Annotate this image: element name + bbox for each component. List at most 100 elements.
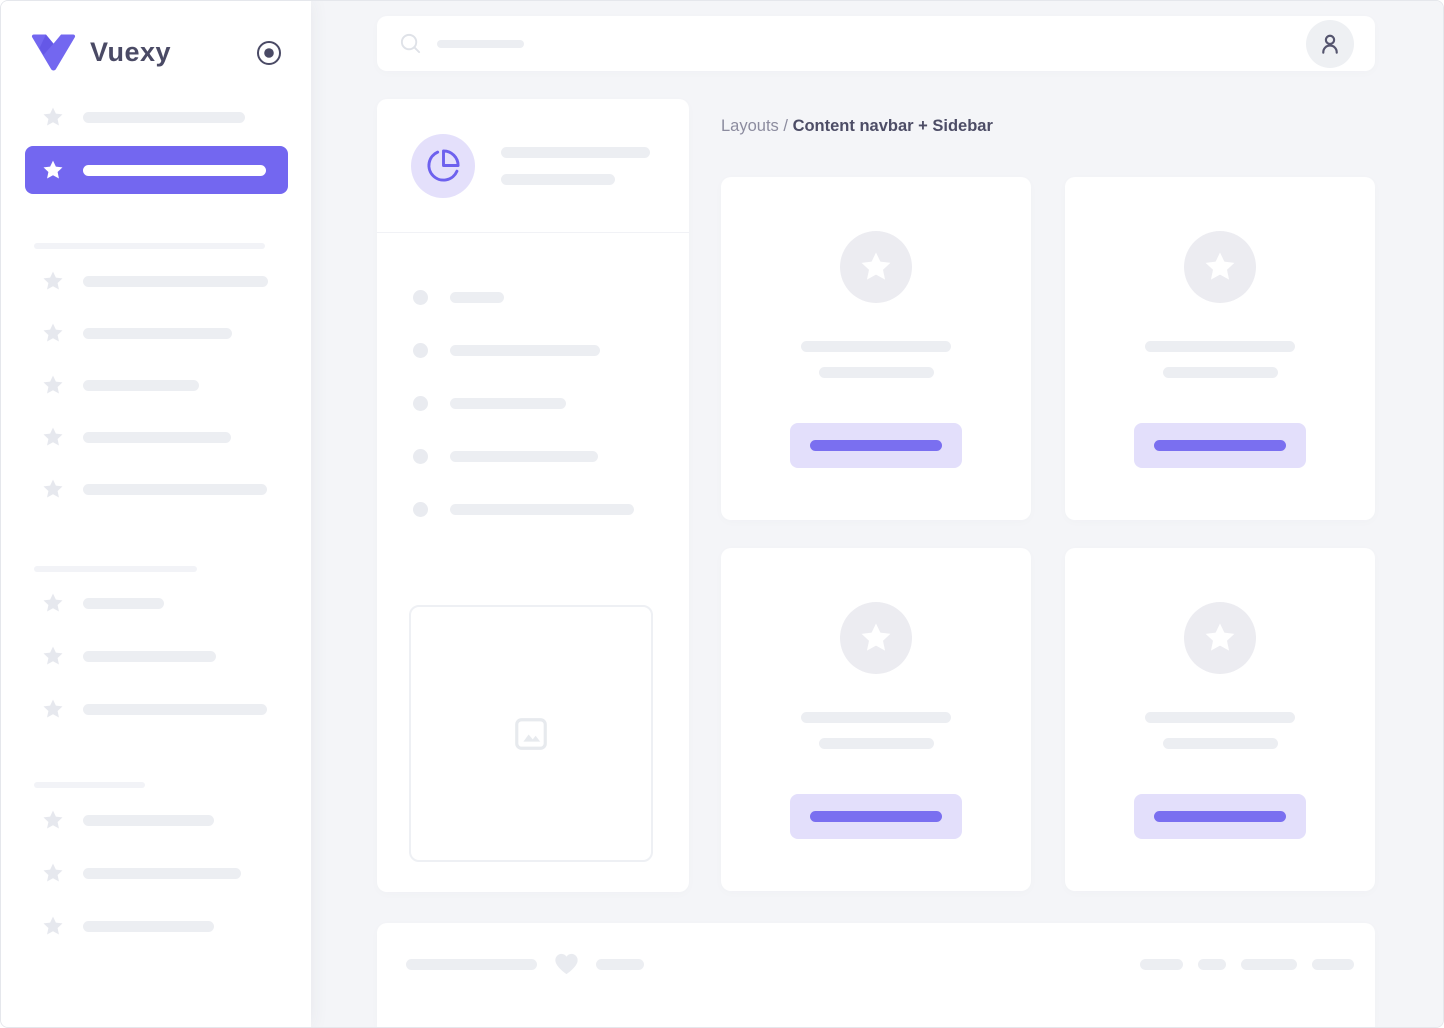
card-action-button[interactable] xyxy=(1134,794,1306,840)
star-icon xyxy=(43,107,63,125)
sidebar-item[interactable] xyxy=(41,477,311,501)
sidebar-item-label-skeleton xyxy=(83,379,199,391)
search-input-skeleton[interactable] xyxy=(437,39,524,48)
star-icon xyxy=(861,252,891,280)
list-item-text-skeleton xyxy=(450,451,598,463)
sidebar-item[interactable] xyxy=(41,644,311,668)
card-subtitle-skeleton xyxy=(1162,367,1278,379)
card-badge xyxy=(840,602,912,675)
star-icon xyxy=(1205,252,1235,280)
footer-text-skeleton xyxy=(1241,958,1297,970)
card-subtitle-skeleton xyxy=(818,367,934,379)
side-card-title-skeleton xyxy=(501,146,650,158)
content-card xyxy=(1065,177,1375,521)
sidebar-item[interactable] xyxy=(41,105,311,129)
sidebar-item-label-skeleton xyxy=(83,111,245,123)
card-action-button[interactable] xyxy=(1134,423,1306,469)
star-icon xyxy=(43,375,63,393)
right-column: Layouts / Content navbar + Sidebar xyxy=(721,99,1375,892)
avatar-badge xyxy=(411,133,475,198)
sidebar-menu xyxy=(1,105,311,938)
user-avatar[interactable] xyxy=(1306,19,1354,68)
sidebar-item[interactable] xyxy=(41,591,311,615)
card-title-skeleton xyxy=(801,341,951,353)
sidebar-section-divider xyxy=(34,566,197,572)
bullet-dot xyxy=(413,502,428,518)
star-icon xyxy=(43,427,63,445)
breadcrumb-separator: / xyxy=(778,117,793,136)
image-placeholder xyxy=(409,605,653,863)
sidebar-item-label-skeleton xyxy=(83,703,267,715)
sidebar-item[interactable] xyxy=(41,425,311,449)
star-icon xyxy=(43,916,63,934)
sidebar-item-label-skeleton xyxy=(83,327,232,339)
side-card-title-skeletons xyxy=(501,146,650,185)
menu-pin-toggle-icon[interactable] xyxy=(256,40,282,66)
content-card xyxy=(721,177,1031,521)
star-icon xyxy=(43,160,63,178)
side-card-title-skeleton xyxy=(501,173,615,185)
list-item xyxy=(413,290,689,306)
side-card-list xyxy=(377,233,689,555)
button-label-skeleton xyxy=(810,811,942,823)
sidebar-item-label-skeleton xyxy=(83,597,164,609)
search-icon[interactable] xyxy=(399,32,422,55)
sidebar-item-label-skeleton xyxy=(83,920,214,932)
card-title-skeleton xyxy=(801,712,951,724)
footer-text-skeleton xyxy=(406,958,537,970)
sidebar-item[interactable] xyxy=(41,914,311,938)
card-subtitle-skeleton xyxy=(818,738,934,750)
content-card xyxy=(721,548,1031,892)
star-icon xyxy=(861,623,891,651)
bullet-dot xyxy=(413,290,428,306)
sidebar-item-label-skeleton xyxy=(83,867,241,879)
sidebar-item-label-skeleton xyxy=(83,431,231,443)
footer-text-skeleton xyxy=(596,958,644,970)
list-item xyxy=(413,502,689,518)
list-item-text-skeleton xyxy=(450,504,634,516)
content-card xyxy=(1065,548,1375,892)
app-title: Vuexy xyxy=(90,37,172,67)
button-label-skeleton xyxy=(1154,811,1286,823)
sidebar-item-label-skeleton xyxy=(83,275,268,287)
footer-text-skeleton xyxy=(1312,958,1354,970)
card-badge xyxy=(1184,231,1256,304)
sidebar-item-label-skeleton xyxy=(83,483,267,495)
page-footer xyxy=(377,923,1375,1027)
sidebar-item[interactable] xyxy=(41,269,311,293)
star-icon xyxy=(1205,623,1235,651)
button-label-skeleton xyxy=(1154,440,1286,452)
list-item xyxy=(413,449,689,465)
footer-text-skeleton xyxy=(1140,958,1183,970)
star-icon xyxy=(43,810,63,828)
card-badge xyxy=(1184,602,1256,675)
sidebar-section-divider xyxy=(34,782,145,788)
sidebar-item[interactable] xyxy=(41,861,311,885)
top-navbar xyxy=(377,16,1375,72)
star-icon xyxy=(43,593,63,611)
sidebar-item-active[interactable] xyxy=(25,146,288,194)
sidebar-item[interactable] xyxy=(41,697,311,721)
sidebar-section-divider xyxy=(34,243,265,249)
star-icon xyxy=(43,271,63,289)
main-area: Layouts / Content navbar + Sidebar xyxy=(311,1,1443,1027)
bullet-dot xyxy=(413,396,428,412)
vuexy-logo-icon xyxy=(31,33,76,72)
breadcrumb-parent[interactable]: Layouts xyxy=(721,117,779,136)
heart-icon xyxy=(555,954,578,975)
pie-chart-icon xyxy=(427,149,460,182)
sidebar-item[interactable] xyxy=(41,373,311,397)
card-title-skeleton xyxy=(1145,712,1295,724)
sidebar-item[interactable] xyxy=(41,808,311,832)
breadcrumb-current: Content navbar + Sidebar xyxy=(792,117,993,136)
side-info-card xyxy=(377,99,689,893)
list-item xyxy=(413,343,689,359)
button-label-skeleton xyxy=(810,440,942,452)
card-action-button[interactable] xyxy=(790,423,962,469)
star-icon xyxy=(43,699,63,717)
card-subtitle-skeleton xyxy=(1162,738,1278,750)
card-action-button[interactable] xyxy=(790,794,962,840)
sidebar-item[interactable] xyxy=(41,321,311,345)
card-title-skeleton xyxy=(1145,341,1295,353)
